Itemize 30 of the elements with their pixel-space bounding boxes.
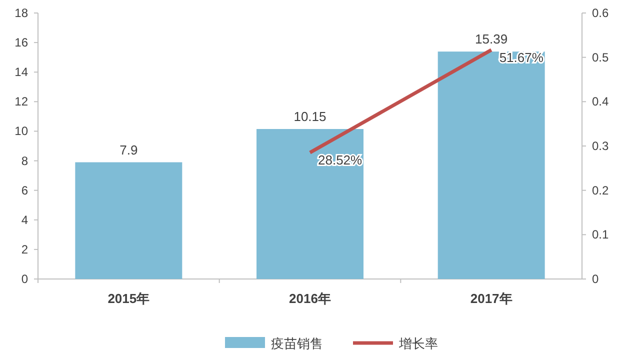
y2-tick-label: 0.5 xyxy=(592,50,610,64)
y-tick-label: 4 xyxy=(21,212,28,227)
x-tick-label: 2016年 xyxy=(289,291,331,306)
bar xyxy=(256,129,364,279)
y-tick-label: 18 xyxy=(14,6,28,20)
y-tick-label: 8 xyxy=(21,154,28,168)
legend-label: 疫苗销售 xyxy=(271,336,323,351)
data-label: 10.15 xyxy=(294,109,326,124)
bar xyxy=(75,162,182,279)
data-label: 15.39 xyxy=(475,32,508,47)
y2-tick-label: 0 xyxy=(592,272,599,286)
data-label: 28.52% xyxy=(318,152,363,168)
y2-tick-label: 0.6 xyxy=(592,6,610,20)
y-tick-label: 10 xyxy=(14,124,28,138)
y2-tick-label: 0.1 xyxy=(592,228,610,242)
y-tick-label: 6 xyxy=(21,183,28,198)
y2-tick-label: 0.3 xyxy=(592,139,610,153)
y-tick-label: 12 xyxy=(14,94,28,109)
data-label: 51.67% xyxy=(499,50,544,65)
x-tick-label: 2017年 xyxy=(470,291,512,306)
y-tick-label: 0 xyxy=(21,272,28,286)
x-tick-label: 2015年 xyxy=(108,291,150,306)
y2-tick-label: 0.2 xyxy=(592,183,610,198)
y-tick-label: 2 xyxy=(21,242,28,256)
bar xyxy=(438,52,545,279)
legend-label: 增长率 xyxy=(398,336,438,351)
data-label: 7.9 xyxy=(120,142,138,158)
y2-tick-label: 0.4 xyxy=(592,94,610,109)
y-tick-label: 14 xyxy=(14,65,28,80)
y-tick-label: 16 xyxy=(14,36,28,50)
